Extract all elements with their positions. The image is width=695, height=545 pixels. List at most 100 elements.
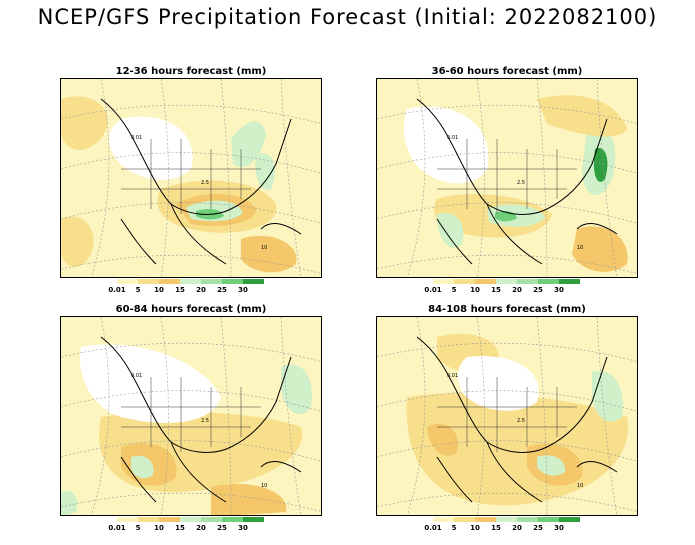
graticule-line <box>160 79 169 277</box>
contour-label: 0.01 <box>131 135 142 141</box>
colorbar-swatch <box>117 279 138 284</box>
graticule-line <box>536 317 548 515</box>
precip-area <box>537 455 566 476</box>
precip-area <box>592 370 623 422</box>
colorbar-label: 0.01 <box>108 286 126 294</box>
colorbar-swatch <box>201 517 222 522</box>
coastline-path <box>100 98 302 265</box>
colorbar-swatch <box>538 517 559 522</box>
colorbar: 0.01 5 10 15 20 25 30 <box>376 279 638 297</box>
map-svg: 0.01 2.5 10 <box>377 79 637 277</box>
colorbar-label: 30 <box>554 286 564 294</box>
colorbar-swatch <box>559 279 580 284</box>
colorbar-label: 30 <box>238 524 248 532</box>
contour-label: 10 <box>261 245 267 251</box>
main-title: NCEP/GFS Precipitation Forecast (Initial… <box>37 5 658 29</box>
colorbar-swatch <box>222 517 243 522</box>
colorbar-swatch <box>117 517 138 522</box>
contour-label: 10 <box>261 483 267 489</box>
colorbar-label: 25 <box>217 286 227 294</box>
colorbar-label: 10 <box>154 286 164 294</box>
contour-label: 0.01 <box>131 373 142 379</box>
colorbar-swatch <box>496 517 517 522</box>
precip-fill-layer <box>377 79 637 277</box>
graticule-line <box>280 79 302 277</box>
graticule-line <box>407 317 426 515</box>
colorbar-label: 5 <box>135 286 141 294</box>
coastline-path <box>416 98 618 265</box>
coastline-path <box>100 336 302 503</box>
colorbar-swatch <box>454 517 475 522</box>
colorbar-label: 10 <box>154 524 164 532</box>
colorbar-swatch <box>159 279 180 284</box>
map-svg: 0.01 2.5 10 <box>61 317 321 515</box>
contour-label: 0.01 <box>447 135 458 141</box>
colorbar-label: 25 <box>533 524 543 532</box>
graticule-line <box>536 79 548 277</box>
forecast-panel-12-36: 12-36 hours forecast (mm) 0.01 2.5 10 0.01… <box>60 66 322 296</box>
coastline <box>416 98 618 265</box>
graticule-line <box>61 342 321 362</box>
colorbar-label: 15 <box>491 286 501 294</box>
precip-area <box>572 226 628 272</box>
colorbar-swatch <box>222 279 243 284</box>
graticule-line <box>220 79 232 277</box>
colorbar-swatch <box>243 517 264 522</box>
colorbar-swatch <box>433 279 454 284</box>
coastline-path <box>416 336 618 503</box>
precip-area <box>437 213 464 248</box>
graticule-line <box>476 317 485 515</box>
colorbar-label: 10 <box>470 524 480 532</box>
precip-map: 0.01 2.5 10 <box>376 78 638 278</box>
contour-label: 10 <box>577 483 583 489</box>
panel-title: 12-36 hours forecast (mm) <box>115 66 267 77</box>
colorbar-label: 5 <box>451 524 457 532</box>
graticule-line <box>596 79 618 277</box>
precip-area <box>131 455 154 479</box>
precip-area <box>61 216 94 267</box>
contour-label: 0.01 <box>447 373 458 379</box>
colorbar-label: 30 <box>238 286 248 294</box>
colorbar-swatch <box>517 517 538 522</box>
precip-area <box>255 153 276 190</box>
graticule-line <box>377 104 637 124</box>
precip-area <box>61 96 108 150</box>
colorbar-label: 0.01 <box>424 524 442 532</box>
precip-area <box>487 204 545 227</box>
graticule-line <box>377 342 637 362</box>
precip-area <box>281 364 312 415</box>
precip-area <box>427 423 458 456</box>
colorbar-label: 30 <box>554 524 564 532</box>
colorbar-swatch <box>243 279 264 284</box>
precip-area <box>211 483 287 515</box>
colorbar-swatch <box>180 517 201 522</box>
graticule-line <box>91 79 110 277</box>
coastline <box>100 336 302 503</box>
graticule-line <box>160 317 169 515</box>
colorbar-swatch <box>433 517 454 522</box>
colorbar-label: 10 <box>470 286 480 294</box>
contour-label: 2.5 <box>517 180 525 186</box>
graticule-line <box>91 317 110 515</box>
precip-map: 0.01 2.5 10 <box>60 78 322 278</box>
colorbar-label: 20 <box>196 286 206 294</box>
precip-fill-layer <box>377 317 637 515</box>
colorbar-swatch <box>138 517 159 522</box>
colorbar-label: 15 <box>491 524 501 532</box>
colorbar: 0.01 5 10 15 20 25 30 <box>376 517 638 535</box>
forecast-panel-84-108: 84-108 hours forecast (mm) 0.01 2.5 10 0.0… <box>376 304 638 534</box>
graticule-line <box>476 79 485 277</box>
colorbar-swatch <box>538 279 559 284</box>
graticule-line <box>407 79 426 277</box>
contour-label: 2.5 <box>201 180 209 186</box>
panel-title: 36-60 hours forecast (mm) <box>431 66 583 77</box>
colorbar-label: 20 <box>512 286 522 294</box>
colorbar-label: 15 <box>175 286 185 294</box>
graticule-line <box>61 492 321 512</box>
panel-title: 84-108 hours forecast (mm) <box>428 304 586 315</box>
coastline <box>100 98 302 265</box>
colorbar-label: 25 <box>533 286 543 294</box>
colorbar-swatch <box>475 279 496 284</box>
colorbar: 0.01 5 10 15 20 25 30 <box>60 517 322 535</box>
graticule <box>377 317 637 515</box>
